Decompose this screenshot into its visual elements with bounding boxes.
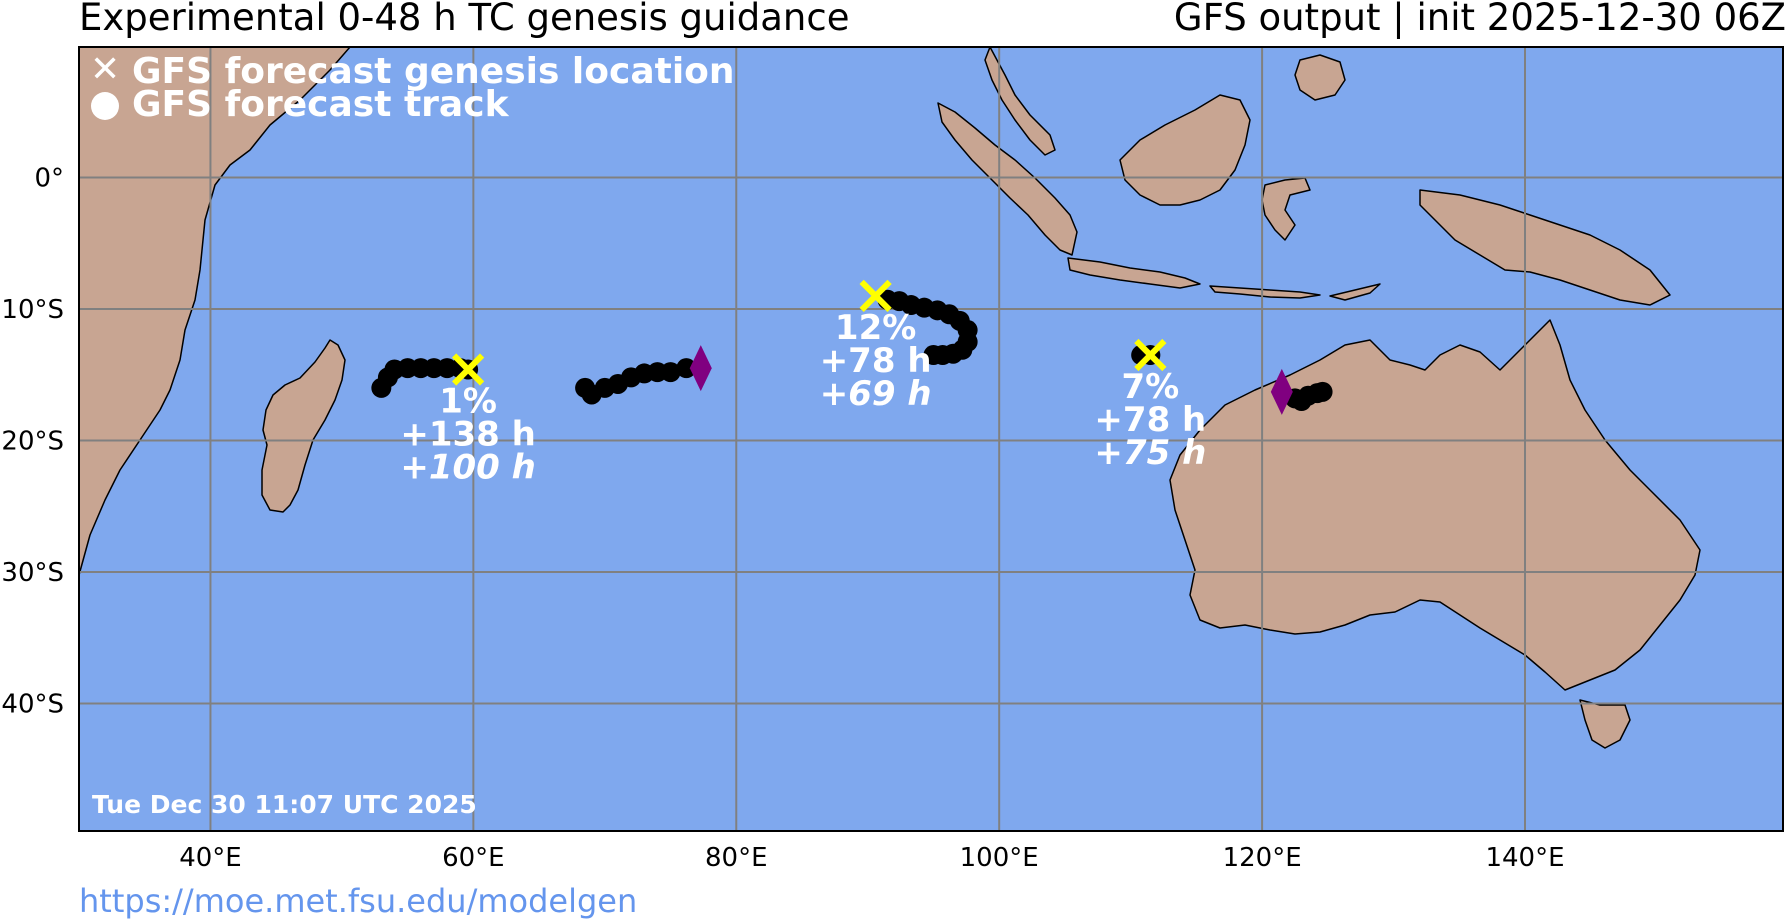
genesis-duration-value: 100 h <box>429 447 536 487</box>
genesis-lead-time: +78 h <box>1094 400 1206 440</box>
genesis-duration-prefix: + <box>1094 433 1123 473</box>
genesis-lead-time: +138 h <box>400 414 536 454</box>
start-diamond-marker <box>689 345 712 392</box>
system-labels: 1%+138 h+100 h12%+78 h+69 h 7%+78 h+75 h <box>400 308 1206 488</box>
title-right: GFS output | init 2025-12-30 06Z <box>1173 0 1786 39</box>
lon-tick-label: 60°E <box>442 843 505 873</box>
lat-tick-label: 30°S <box>1 558 64 588</box>
philippines-landmass <box>1294 54 1346 101</box>
timestamp-label: Tue Dec 30 11:07 UTC 2025 <box>92 790 477 819</box>
lon-tick-label: 40°E <box>179 843 242 873</box>
genesis-duration: +100 h <box>400 447 536 487</box>
legend-genesis-label: GFS forecast genesis location <box>132 51 735 92</box>
genesis-duration: +69 h <box>820 374 932 414</box>
legend: ✕ GFS forecast genesis location GFS fore… <box>90 49 735 125</box>
lesser-sunda-landmass <box>1209 285 1321 299</box>
genesis-probability: 1% <box>439 381 497 421</box>
lat-tick-labels: 0° 10°S 20°S 30°S 40°S <box>1 164 64 720</box>
sumatra-landmass <box>937 102 1078 256</box>
australia-landmass <box>1169 319 1701 691</box>
genesis-x-marker <box>1134 338 1167 372</box>
tasmania-landmass <box>1579 699 1631 749</box>
title-left: Experimental 0-48 h TC genesis guidance <box>79 0 850 39</box>
genesis-duration: +75 h <box>1094 433 1206 473</box>
legend-x-icon: ✕ <box>90 49 120 90</box>
genesis-duration-prefix: + <box>820 374 849 414</box>
source-url-link[interactable]: https://moe.met.fsu.edu/modelgen <box>79 882 638 920</box>
java-landmass <box>1067 257 1201 289</box>
genesis-x-marker <box>859 279 892 312</box>
legend-track-icon <box>91 92 119 120</box>
genesis-duration-prefix: + <box>400 447 429 487</box>
map-frame <box>78 46 1784 832</box>
genesis-probability: 12% <box>835 308 916 348</box>
gridlines <box>79 47 1783 831</box>
legend-track-label: GFS forecast track <box>132 84 510 125</box>
lon-tick-labels: 40°E 60°E 80°E 100°E 120°E 140°E <box>179 843 1564 873</box>
genesis-layer <box>451 279 1167 386</box>
lon-tick-label: 100°E <box>960 843 1039 873</box>
lat-tick-label: 20°S <box>1 427 64 457</box>
new-guinea-landmass <box>1419 189 1671 306</box>
malay-peninsula-landmass <box>984 47 1056 156</box>
genesis-duration-value: 75 h <box>1123 433 1206 473</box>
genesis-x-marker <box>451 353 485 386</box>
track-point <box>923 345 944 366</box>
genesis-probability: 7% <box>1121 367 1179 407</box>
lon-tick-label: 80°E <box>705 843 768 873</box>
lat-tick-label: 10°S <box>1 295 64 325</box>
timor-landmass <box>1329 283 1381 301</box>
track-point <box>660 362 681 383</box>
africa-landmass <box>79 47 351 576</box>
genesis-duration-value: 69 h <box>848 374 931 414</box>
lon-tick-label: 140°E <box>1485 843 1564 873</box>
madagascar-landmass <box>261 339 346 513</box>
lat-tick-label: 40°S <box>1 690 64 720</box>
track-point <box>676 358 697 379</box>
track-point <box>1312 381 1333 402</box>
lat-tick-label: 0° <box>34 164 64 194</box>
start-diamond-marker <box>1270 368 1293 415</box>
genesis-lead-time: +78 h <box>820 341 932 381</box>
lon-tick-label: 120°E <box>1223 843 1302 873</box>
